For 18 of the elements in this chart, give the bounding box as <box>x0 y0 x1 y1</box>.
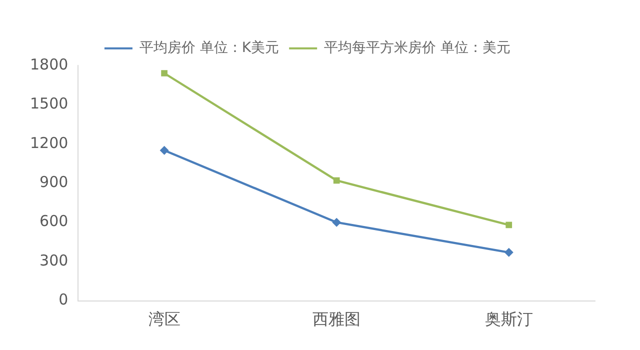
y-tick-label: 1800 <box>30 55 68 74</box>
x-tick-label: 奥斯汀 <box>484 310 533 329</box>
point <box>160 146 169 155</box>
x-tick-label: 西雅图 <box>312 310 361 329</box>
legend-label: 平均房价 单位：K美元 <box>139 40 280 56</box>
y-tick-label: 1500 <box>30 94 68 113</box>
y-tick-label: 0 <box>58 290 68 309</box>
point <box>333 177 340 184</box>
y-tick-label: 600 <box>40 212 68 230</box>
point <box>332 218 342 227</box>
x-tick-label: 湾区 <box>148 310 180 329</box>
point <box>504 248 514 257</box>
point <box>506 222 512 228</box>
y-tick-label: 300 <box>40 251 68 270</box>
y-tick-label: 1200 <box>30 134 68 152</box>
point <box>161 70 168 76</box>
legend-label: 平均每平方米房价 单位：美元 <box>324 40 511 56</box>
y-tick-label: 900 <box>40 172 68 191</box>
